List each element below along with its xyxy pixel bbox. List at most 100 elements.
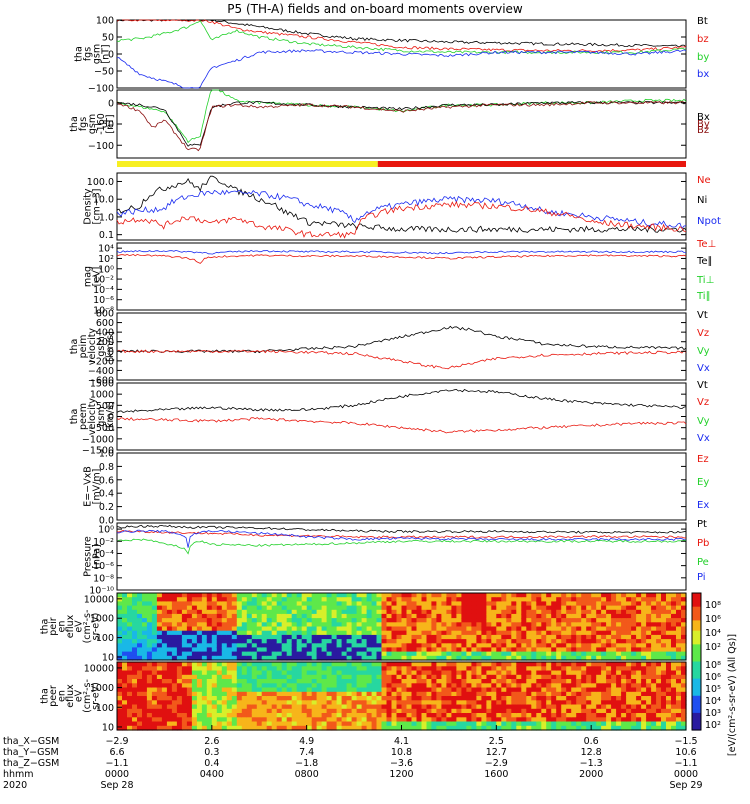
heat-cell: [671, 704, 677, 710]
heat-cell: [556, 634, 562, 640]
heat-cell: [476, 655, 482, 661]
heat-cell: [426, 721, 433, 727]
heat-cell: [596, 643, 602, 649]
heat-cell: [206, 630, 213, 636]
heat-cell: [321, 662, 328, 667]
heat-cell: [236, 679, 243, 684]
heat-cell: [601, 593, 607, 598]
heat-cell: [676, 613, 682, 619]
heat-cell: [366, 613, 373, 619]
heat-cell: [386, 721, 393, 727]
heat-cell: [631, 679, 637, 684]
heat-cell: [142, 597, 148, 602]
heat-cell: [276, 613, 283, 619]
heat-cell: [621, 717, 627, 723]
heat-cell: [196, 700, 203, 706]
heat-cell: [117, 691, 123, 697]
heat-cell: [586, 609, 592, 615]
heat-cell: [246, 666, 253, 672]
heat-cell: [396, 713, 403, 718]
heat-cell: [196, 683, 203, 689]
heat-cell: [306, 630, 313, 636]
heat-cell: [191, 622, 198, 628]
heat-cell: [591, 651, 597, 657]
heat-cell: [236, 655, 243, 661]
heat-cell: [576, 670, 582, 676]
heat-cell: [391, 601, 398, 607]
heat-cell: [271, 700, 278, 706]
heat-cell: [211, 613, 218, 619]
heat-cell: [466, 696, 472, 701]
heat-cell: [371, 630, 378, 636]
heat-cell: [346, 696, 353, 701]
heat-cell: [281, 687, 288, 693]
heat-cell: [231, 647, 238, 653]
heat-cell: [516, 593, 522, 598]
heat-cell: [536, 696, 542, 701]
heat-cell: [476, 704, 482, 710]
heat-cell: [341, 662, 348, 667]
heat-cell: [621, 679, 627, 684]
heat-cell: [306, 613, 313, 619]
heat-cell: [346, 670, 353, 676]
heat-cell: [661, 696, 667, 701]
series-Pt: [116, 524, 687, 534]
ylabel-group: E=−VxB[mV/m]: [83, 466, 103, 507]
heat-cell: [681, 717, 687, 723]
heat-cell: [361, 679, 368, 684]
heat-cell: [581, 687, 587, 693]
heat-cell: [276, 647, 283, 653]
heat-cell: [296, 601, 303, 607]
heat-cell: [441, 721, 447, 727]
ytick-label: 600: [96, 318, 114, 329]
heat-cell: [381, 721, 388, 727]
heat-cell: [146, 597, 153, 602]
heat-cell: [671, 618, 677, 623]
heat-cell: [511, 605, 517, 611]
heat-cell: [241, 713, 248, 718]
heat-cell: [466, 601, 472, 607]
heat-cell: [286, 651, 293, 657]
heat-cell: [511, 613, 517, 619]
heat-cell: [451, 643, 457, 649]
heat-cell: [181, 647, 188, 653]
heat-cell: [626, 662, 632, 667]
heat-cell: [281, 609, 288, 615]
ephemeris-row-label: tha_X−GSM: [3, 736, 59, 747]
heat-cell: [601, 700, 607, 706]
heat-cell: [421, 687, 428, 693]
heat-cell: [666, 618, 672, 623]
heat-cell: [416, 601, 423, 607]
heat-cell: [311, 601, 318, 607]
heat-cell: [326, 725, 333, 731]
heat-cell: [151, 674, 158, 680]
heat-cell: [626, 696, 632, 701]
heat-cell: [117, 622, 123, 628]
heat-cell: [156, 704, 163, 710]
heat-cell: [636, 639, 642, 644]
heat-cell: [501, 651, 507, 657]
heat-cell: [451, 626, 457, 632]
heat-cell: [621, 725, 627, 731]
heat-cell: [471, 666, 477, 672]
heat-cell: [311, 626, 318, 632]
heat-cell: [521, 601, 527, 607]
heat-cell: [616, 651, 622, 657]
heat-cell: [676, 708, 682, 714]
heat-cell: [331, 704, 338, 710]
heat-cell: [446, 670, 452, 676]
heat-cell: [416, 634, 423, 640]
panel-peem_velocity: 150010005000−500−1000−1500thapeemvelocit…: [69, 379, 710, 457]
heat-cell: [271, 662, 278, 667]
heat-cell: [341, 708, 348, 714]
heat-cell: [146, 717, 153, 723]
heat-cell: [132, 725, 138, 731]
heat-cell: [511, 713, 517, 718]
heat-cell: [391, 639, 398, 644]
heat-cell: [501, 666, 507, 672]
heat-cell: [466, 683, 472, 689]
heat-cell: [516, 713, 522, 718]
heat-cell: [476, 647, 482, 653]
heat-cell: [566, 700, 572, 706]
